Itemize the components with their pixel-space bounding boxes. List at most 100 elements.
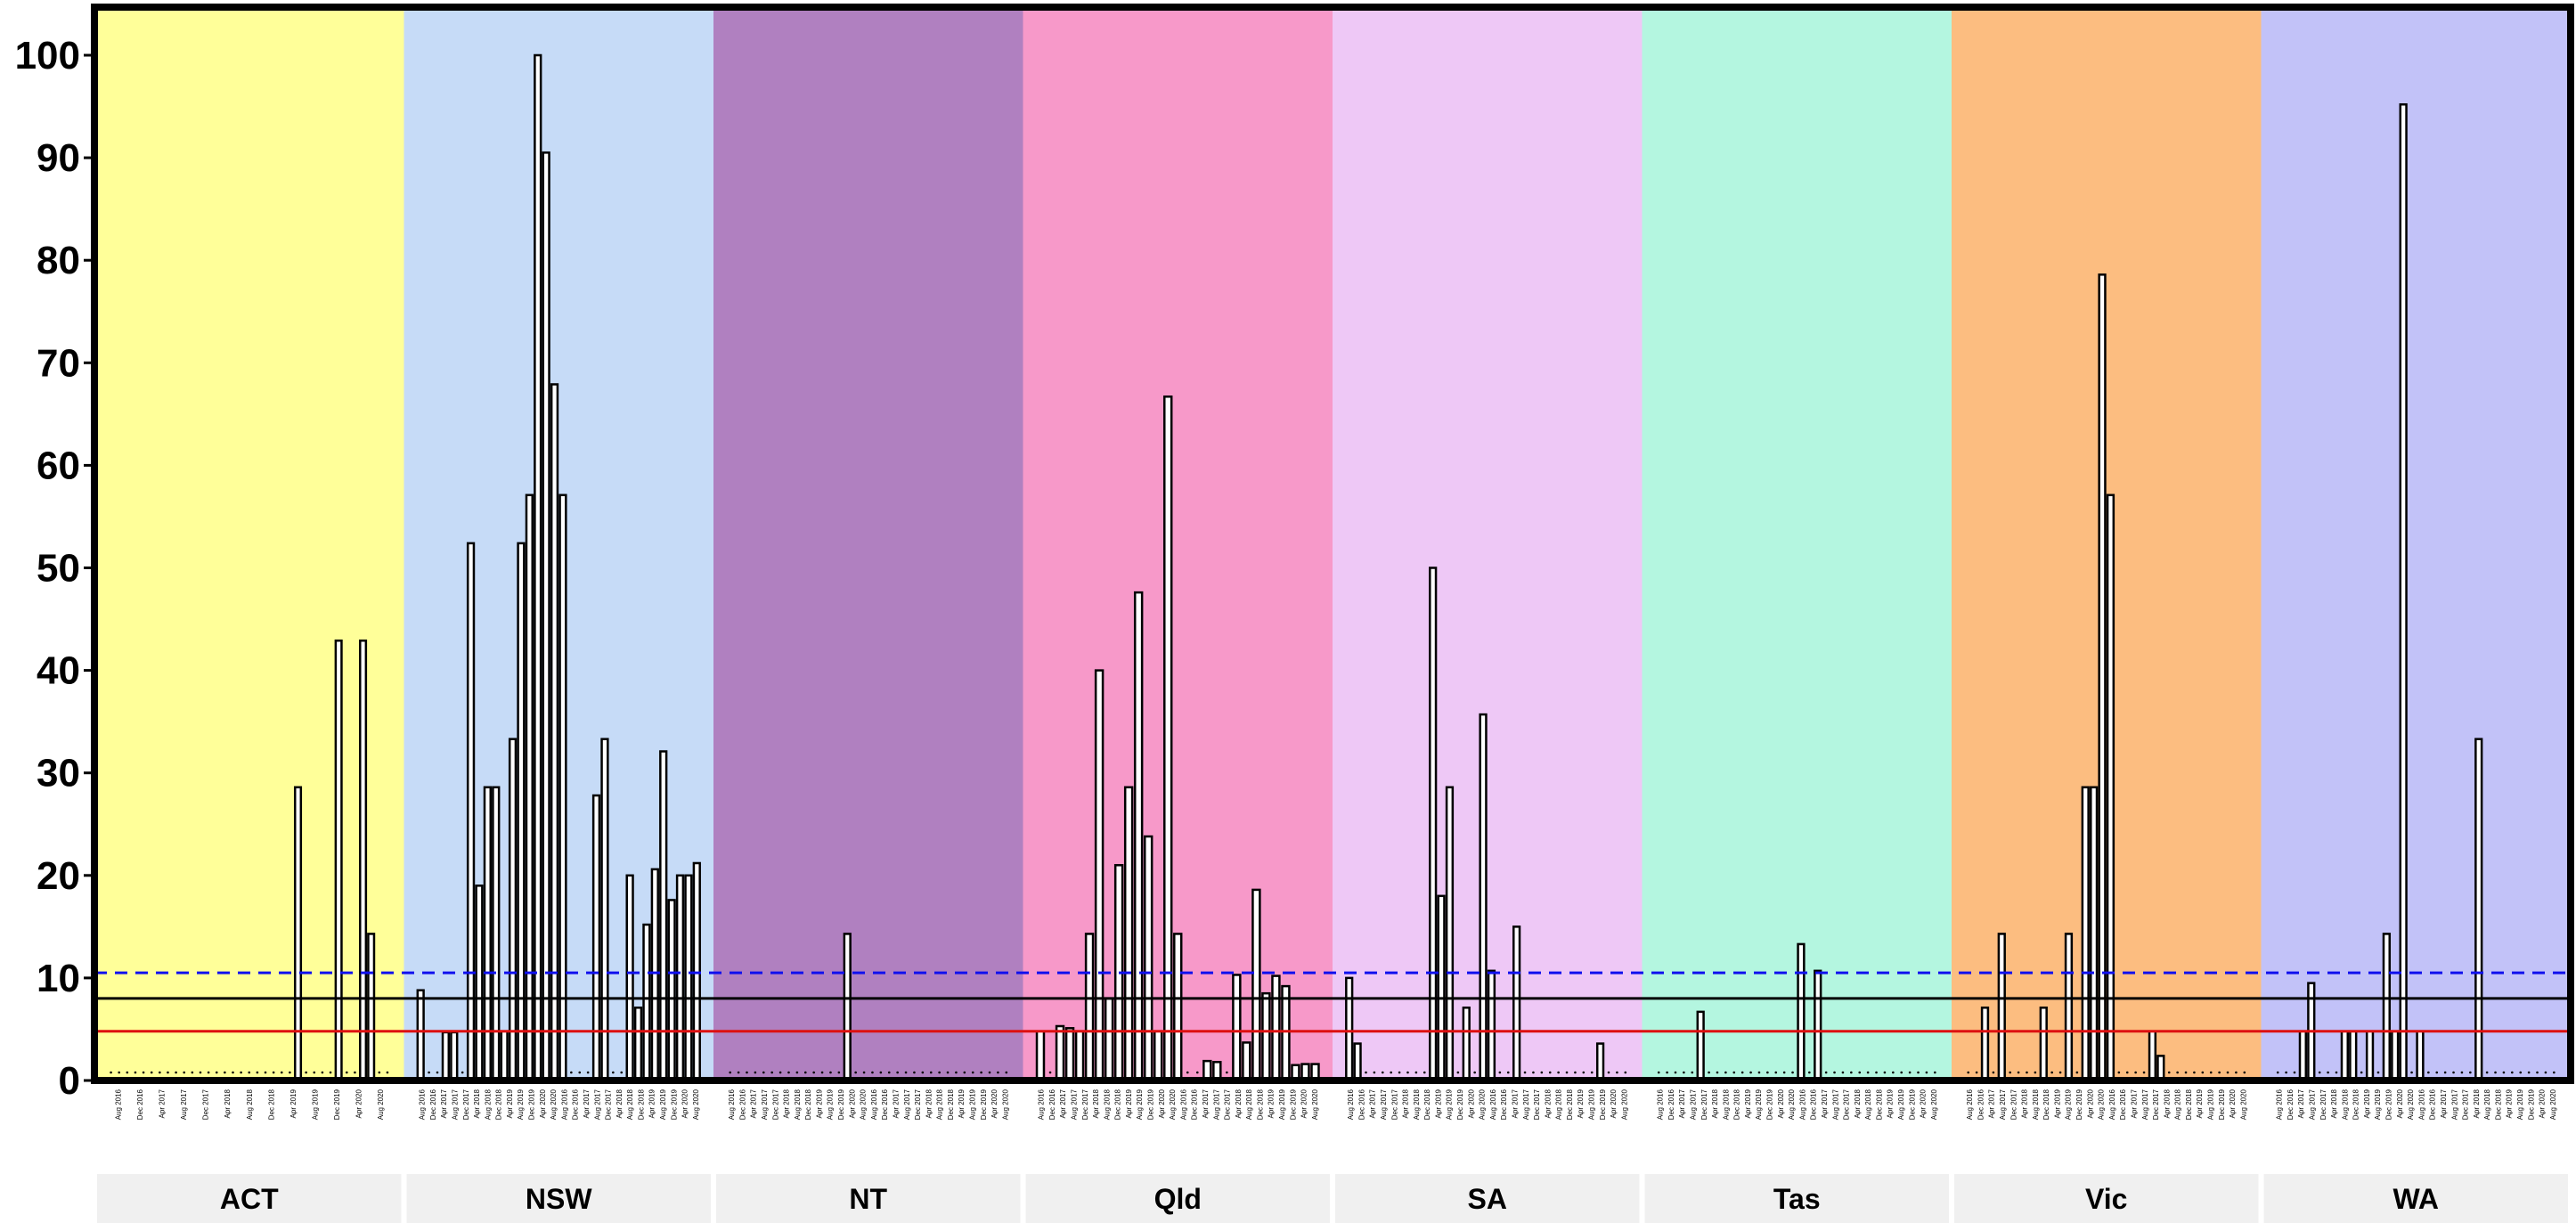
strip-label-qld: Qld (1154, 1183, 1202, 1215)
bar-wa-17 (2416, 1030, 2425, 1082)
zero-marker-wa-19 (2435, 1071, 2439, 1074)
x-tick-label-sa-1: Dec 2016 (1357, 1088, 1365, 1120)
zero-marker-vic-6 (2017, 1071, 2020, 1074)
zero-marker-nt-2 (746, 1071, 748, 1074)
x-tick-label-sa-11: Apr 2020 (1467, 1088, 1475, 1118)
x-tick-label-qld-21: Apr 2019 (1268, 1088, 1276, 1118)
x-tick-label-nsw-3: Aug 2017 (452, 1088, 460, 1120)
zero-marker-tas-23 (1850, 1071, 1853, 1074)
zero-marker-tas-28 (1892, 1071, 1895, 1074)
zero-marker-nsw-24 (620, 1071, 624, 1074)
zero-marker-nt-32 (997, 1071, 999, 1074)
zero-marker-nt-9 (803, 1071, 807, 1074)
x-tick-label-vic-3: Aug 2017 (1999, 1088, 2007, 1120)
zero-marker-vic-31 (2226, 1071, 2230, 1074)
zero-marker-sa-21 (1523, 1071, 1527, 1074)
x-tick-label-wa-15: Apr 2017 (2440, 1088, 2448, 1118)
bar-nsw-26 (633, 1007, 643, 1082)
x-tick-label-vic-18: Apr 2018 (2163, 1088, 2171, 1118)
bar-qld-3 (1064, 1027, 1075, 1082)
zero-marker-tas-9 (1732, 1071, 1736, 1074)
x-tick-label-vic-16: Aug 2017 (2141, 1088, 2149, 1120)
x-tick-label-sa-6: Aug 2018 (1413, 1088, 1421, 1120)
x-tick-label-qld-19: Aug 2018 (1245, 1088, 1253, 1120)
x-tick-label-nsw-14: Dec 2016 (572, 1088, 580, 1120)
x-tick-label-tas-1: Dec 2016 (1667, 1088, 1675, 1120)
strip-label-tas: Tas (1773, 1183, 1821, 1215)
zero-marker-qld-1 (1048, 1071, 1052, 1074)
x-tick-label-sa-0: Aug 2016 (1347, 1088, 1355, 1120)
x-tick-label-vic-17: Dec 2017 (2152, 1088, 2160, 1120)
x-tick-label-vic-23: Dec 2019 (2218, 1088, 2226, 1120)
zero-value-markers (110, 1071, 2556, 1074)
x-tick-label-tas-20: Dec 2018 (1875, 1088, 1883, 1120)
bar-qld-11 (1143, 835, 1153, 1082)
bar-qld-25 (1281, 984, 1291, 1082)
x-tick-label-nsw-21: Apr 2019 (648, 1088, 656, 1118)
x-tick-label-sa-5: Apr 2018 (1402, 1088, 1410, 1118)
bar-qld-6 (1094, 669, 1105, 1082)
zero-marker-sa-15 (1473, 1071, 1476, 1074)
x-tick-label-tas-0: Aug 2016 (1657, 1088, 1665, 1120)
x-tick-label-nsw-25: Aug 2020 (692, 1088, 700, 1120)
zero-marker-wa-22 (2460, 1071, 2464, 1074)
zero-marker-nt-15 (854, 1071, 857, 1074)
x-tick-label-tas-3: Aug 2017 (1690, 1088, 1698, 1120)
y-tick-label-20: 20 (37, 854, 80, 898)
x-tick-label-act-12: Aug 2020 (377, 1088, 385, 1120)
x-tick-label-wa-17: Dec 2017 (2462, 1088, 2470, 1120)
zero-marker-tas-30 (1908, 1071, 1912, 1074)
x-tick-label-act-1: Dec 2016 (136, 1088, 144, 1120)
zero-marker-vic-8 (2034, 1071, 2037, 1074)
strip-label-sa: SA (1468, 1183, 1507, 1215)
x-tick-label-nsw-19: Aug 2018 (626, 1088, 634, 1120)
x-tick-label-act-11: Apr 2020 (355, 1088, 363, 1118)
bar-nsw-8 (483, 786, 493, 1082)
zero-marker-act-18 (256, 1071, 259, 1074)
zero-marker-sa-18 (1498, 1071, 1502, 1074)
bar-vic-22 (2148, 1030, 2157, 1082)
bar-qld-10 (1133, 591, 1144, 1082)
zero-marker-wa-10 (2360, 1071, 2363, 1074)
zero-marker-act-7 (167, 1071, 169, 1074)
x-tick-label-act-4: Dec 2017 (202, 1088, 210, 1120)
x-tick-label-tas-23: Dec 2019 (1908, 1088, 1916, 1120)
x-tick-label-qld-6: Aug 2018 (1103, 1088, 1111, 1120)
zero-marker-act-26 (321, 1071, 324, 1074)
y-tick-label-50: 50 (37, 547, 80, 591)
x-tick-label-tas-17: Dec 2017 (1843, 1088, 1851, 1120)
x-tick-label-sa-16: Aug 2017 (1522, 1088, 1530, 1120)
x-tick-label-wa-11: Apr 2020 (2396, 1088, 2404, 1118)
x-tick-label-sa-8: Apr 2019 (1434, 1088, 1442, 1118)
strip-bg-nsw (406, 1174, 711, 1223)
zero-marker-qld-16 (1195, 1071, 1199, 1074)
bar-wa-14 (2391, 1030, 2400, 1082)
bar-sa-30 (1595, 1042, 1605, 1082)
zero-marker-wa-32 (2544, 1071, 2547, 1074)
x-tick-label-wa-20: Dec 2018 (2494, 1088, 2502, 1120)
bar-qld-14 (1173, 933, 1183, 1082)
bar-nsw-28 (650, 868, 659, 1082)
bar-nsw-31 (675, 874, 685, 1082)
x-tick-label-vic-7: Dec 2018 (2042, 1088, 2050, 1120)
x-tick-label-sa-12: Aug 2020 (1479, 1088, 1487, 1120)
bar-vic-9 (2039, 1007, 2048, 1082)
zero-marker-act-13 (215, 1071, 218, 1074)
zero-marker-nsw-19 (578, 1071, 582, 1074)
zero-marker-sa-24 (1548, 1071, 1552, 1074)
x-tick-label-vic-13: Aug 2016 (2108, 1088, 2116, 1120)
zero-marker-wa-1 (2285, 1071, 2287, 1074)
zero-marker-nt-18 (879, 1071, 883, 1074)
x-tick-label-nt-1: Dec 2016 (738, 1088, 746, 1120)
bar-vic-17 (2106, 493, 2115, 1082)
zero-marker-vic-5 (2009, 1071, 2011, 1074)
zero-marker-act-22 (289, 1071, 291, 1074)
zero-marker-vic-33 (2243, 1071, 2246, 1074)
strip-label-wa: WA (2393, 1183, 2439, 1215)
x-tick-label-vic-20: Dec 2018 (2185, 1088, 2193, 1120)
zero-marker-nsw-1 (428, 1071, 430, 1074)
zero-marker-nsw-2 (436, 1071, 439, 1074)
strip-label-vic: Vic (2085, 1183, 2127, 1215)
zero-marker-tas-7 (1716, 1071, 1719, 1074)
zero-marker-nt-30 (980, 1071, 982, 1074)
